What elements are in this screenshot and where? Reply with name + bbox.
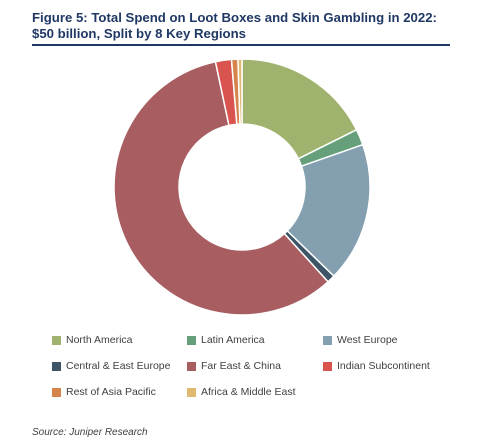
legend-label: Africa & Middle East xyxy=(201,386,296,398)
legend-item: Latin America xyxy=(187,334,265,346)
slice-far-east-china xyxy=(113,60,330,316)
legend-label: Indian Subcontinent xyxy=(337,360,430,372)
legend-swatch xyxy=(52,335,61,345)
legend-item: Indian Subcontinent xyxy=(323,360,430,372)
legend-swatch xyxy=(52,387,61,397)
legend-label: Rest of Asia Pacific xyxy=(66,386,156,398)
legend-swatch xyxy=(52,361,61,371)
donut-chart xyxy=(113,58,371,316)
legend-item: Central & East Europe xyxy=(52,360,170,372)
chart-title: Figure 5: Total Spend on Loot Boxes and … xyxy=(32,10,437,41)
legend-label: West Europe xyxy=(337,334,398,346)
donut-slices xyxy=(113,58,371,316)
legend-label: Latin America xyxy=(201,334,265,346)
legend-label: North America xyxy=(66,334,133,346)
title-divider xyxy=(32,44,450,46)
slice-north-america xyxy=(241,58,358,160)
legend-label: Central & East Europe xyxy=(66,360,171,372)
slice-africa-middle-east xyxy=(237,58,243,125)
legend-swatch xyxy=(187,361,196,371)
legend-swatch xyxy=(323,361,332,371)
legend-item: Rest of Asia Pacific xyxy=(52,386,156,398)
legend-item: North America xyxy=(52,334,133,346)
legend-item: West Europe xyxy=(323,334,398,346)
legend-item: Far East & China xyxy=(187,360,281,372)
legend-label: Far East & China xyxy=(201,360,281,372)
legend-swatch xyxy=(187,335,196,345)
legend-item: Africa & Middle East xyxy=(187,386,296,398)
source-note: Source: Juniper Research xyxy=(32,427,148,438)
legend-swatch xyxy=(323,335,332,345)
legend-swatch xyxy=(187,387,196,397)
slice-west-europe xyxy=(286,143,371,278)
